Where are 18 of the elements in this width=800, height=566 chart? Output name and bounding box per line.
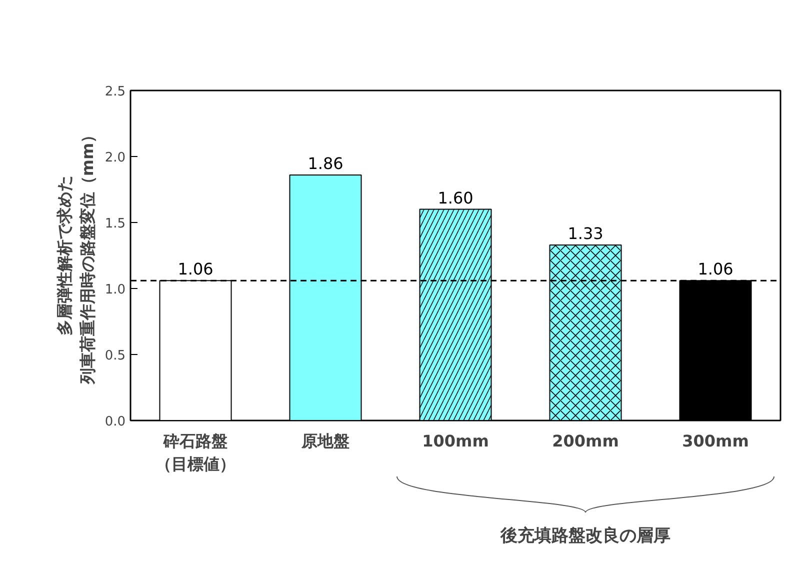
y-tick-label: 0.5 [104, 348, 126, 364]
y-tick-label: 2.0 [104, 150, 126, 166]
y-tick-label: 2.5 [104, 84, 126, 100]
x-tick-label: 砕石路盤（目標値） [156, 432, 236, 474]
data-label: 1.06 [698, 260, 734, 279]
y-tick-label: 1.5 [104, 216, 126, 232]
x-tick-label: 200mm [552, 432, 619, 450]
data-label: 1.86 [308, 154, 344, 173]
y-tick-label: 1.0 [104, 282, 126, 298]
data-label: 1.60 [438, 188, 474, 208]
data-label: 1.33 [568, 224, 604, 243]
text: 後充填路盤改良の層厚 [500, 526, 670, 546]
y-axis-title: 多層弾性解析で求めた列車荷重作用時の路盤変位（mm） [55, 126, 97, 386]
data-label: 1.06 [178, 260, 214, 279]
y-tick-label: 0.0 [104, 414, 126, 430]
x-tick-label: 原地盤 [300, 432, 350, 450]
x-tick-label: 300mm [682, 432, 749, 450]
x-tick-label: 100mm [422, 432, 489, 450]
